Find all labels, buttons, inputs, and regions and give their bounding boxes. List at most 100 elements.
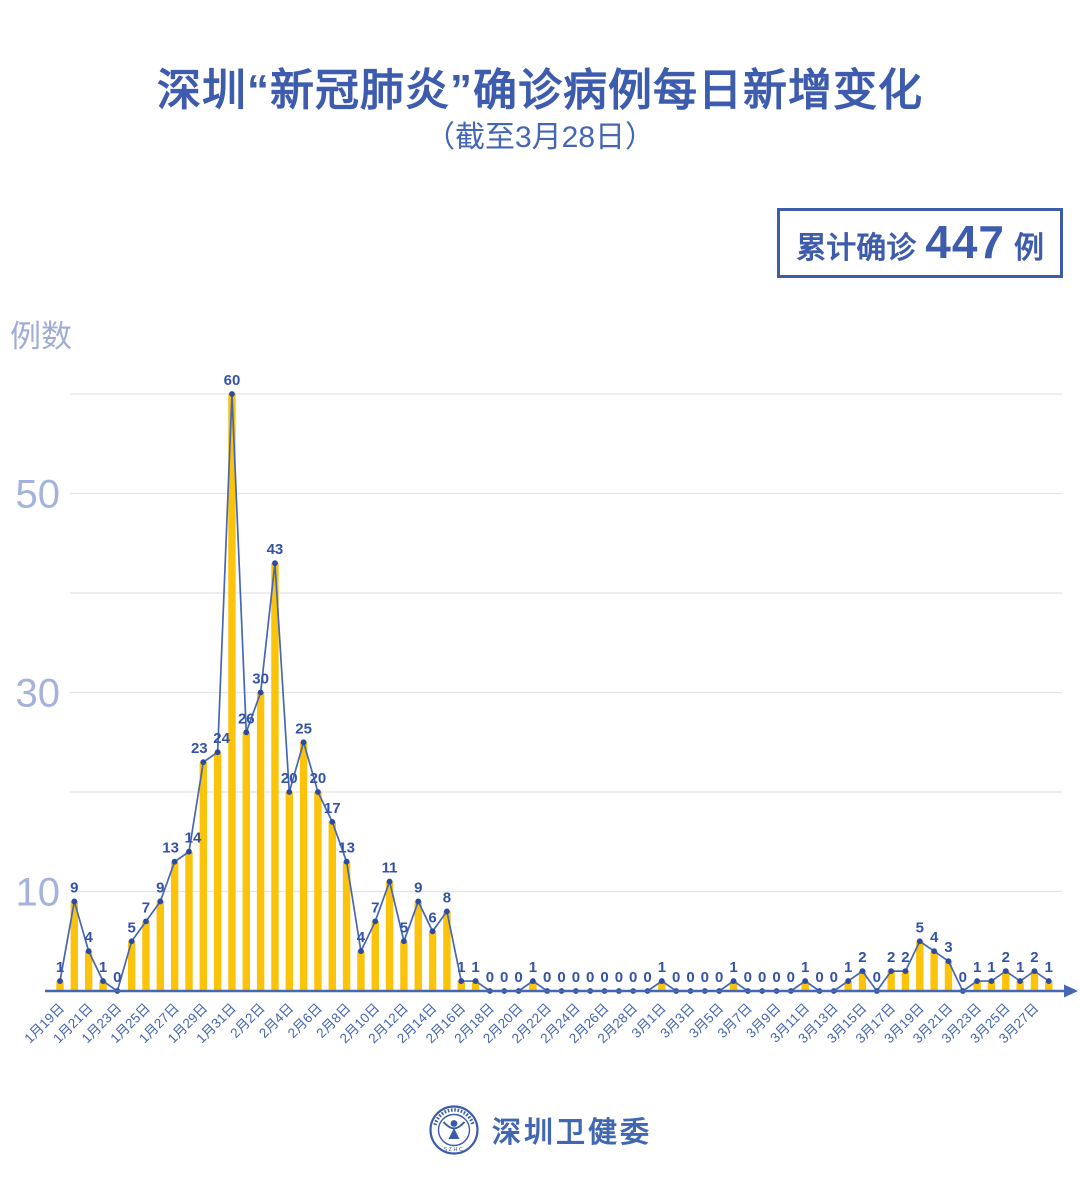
data-point [386,878,393,885]
value-label: 1 [729,959,737,976]
bar [385,881,394,991]
bar [1002,971,1010,991]
value-label: 0 [586,969,594,986]
cumulative-total-badge: 累计确诊 447 例 [777,208,1063,278]
bar [56,981,64,991]
value-label: 0 [715,969,723,986]
bar [414,901,422,991]
bar [973,981,981,991]
bar [285,792,293,991]
bar [199,762,207,991]
value-label: 0 [600,969,608,986]
value-label: 1 [987,959,995,976]
bar [328,821,336,991]
value-label: 6 [428,909,436,926]
value-label: 0 [543,969,551,986]
value-label: 13 [338,840,355,857]
publisher-brand-label: 深圳卫健委 [491,1117,652,1149]
value-label: 2 [858,949,866,966]
data-point [214,749,221,756]
bar [729,981,738,991]
value-label: 7 [142,899,150,916]
data-point [1031,968,1038,974]
value-label: 1 [1045,959,1053,976]
bar [858,971,867,991]
data-point [243,729,250,736]
bar [529,981,537,991]
bar [271,563,279,991]
value-label: 9 [70,879,78,896]
value-label: 2 [887,949,895,966]
value-label: 1 [56,959,64,976]
y-tick-label: 10 [16,871,61,915]
value-label: 0 [514,969,522,986]
bar [844,981,852,991]
bar [916,941,924,991]
data-point [845,978,852,984]
value-label: 1 [529,959,537,976]
bar [170,861,179,991]
value-label: 60 [224,372,241,389]
data-point [529,978,536,984]
value-label: 26 [238,710,255,727]
value-label: 0 [557,969,565,986]
bar [887,971,895,991]
value-label: 0 [615,969,623,986]
bar [1030,971,1039,991]
value-label: 0 [772,969,780,986]
badge-prefix-label: 累计确诊 [796,232,917,265]
value-label: 9 [156,879,164,896]
data-point [343,858,350,865]
data-point [200,759,207,766]
bar [471,981,480,991]
data-point [358,948,364,955]
bar [801,981,809,991]
value-label: 0 [873,969,881,986]
bar [658,981,666,991]
value-label: 2 [1030,949,1038,966]
value-label: 0 [629,969,637,986]
data-point [888,968,895,974]
data-point [988,978,995,984]
data-point [171,858,178,865]
bar [256,692,265,991]
data-point [401,938,407,945]
value-label: 25 [295,720,312,737]
value-label: 0 [830,969,838,986]
data-point [300,739,307,746]
value-label: 2 [1002,949,1010,966]
value-label: 0 [959,969,967,986]
bar [443,911,451,991]
value-label: 0 [113,969,121,986]
value-label: 30 [252,671,269,688]
data-point [974,978,981,984]
value-label: 13 [162,840,179,857]
value-label: 1 [471,959,479,976]
bar [127,941,136,991]
bar [901,971,910,991]
value-label: 5 [916,919,924,936]
data-point [100,978,106,984]
data-point [730,978,737,984]
bar [156,901,165,991]
bar [400,941,408,991]
szhc-emblem-icon: SZHC [429,1105,479,1155]
value-label: 1 [457,959,465,976]
bar [357,951,365,991]
value-label: 1 [844,959,852,976]
bar [944,961,953,991]
value-label: 14 [185,830,202,847]
bar [228,394,236,991]
data-point [186,848,192,855]
value-label: 1 [658,959,666,976]
x-axis-arrow-icon [1064,984,1078,998]
value-label: 1 [973,959,981,976]
value-label: 0 [701,969,709,986]
value-label: 8 [443,889,451,906]
data-point [472,978,479,984]
data-point [859,968,866,974]
bar [342,861,351,991]
value-label: 4 [84,929,93,946]
value-label: 9 [414,879,422,896]
data-point [315,789,321,795]
